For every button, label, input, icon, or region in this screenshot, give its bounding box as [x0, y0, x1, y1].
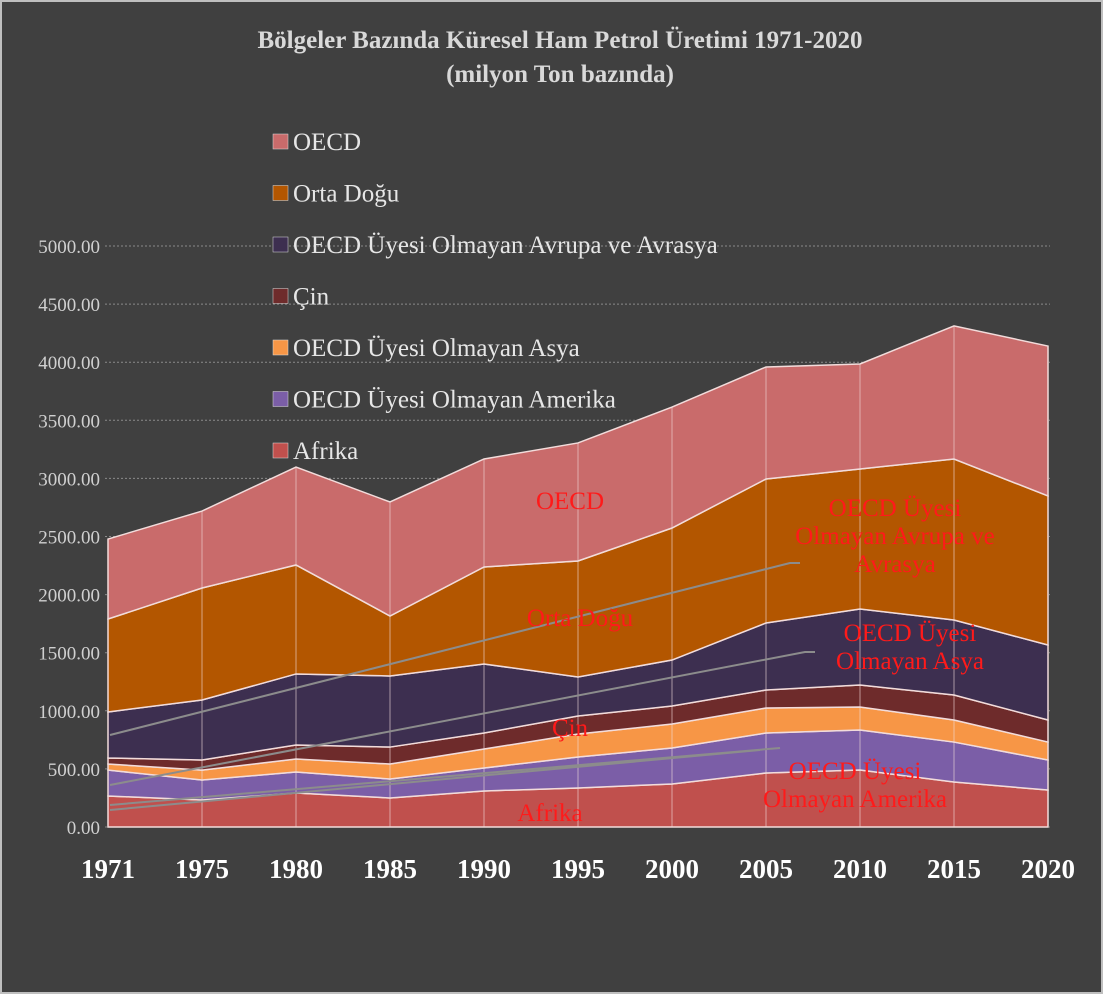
y-tick-label: 500.00	[48, 760, 100, 781]
data-label: Çin	[551, 715, 589, 742]
x-tick-label: 2000	[645, 854, 699, 884]
y-tick-label: 4500.00	[38, 295, 100, 316]
x-tick-label: 1975	[175, 854, 229, 884]
x-tick-label: 1985	[363, 854, 417, 884]
data-label: Afrika	[517, 800, 583, 827]
x-tick-label: 2010	[833, 854, 887, 884]
legend-swatch	[272, 185, 289, 201]
data-label: OECD Üyesi Olmayan Amerika	[763, 758, 947, 813]
x-tick-label: 1980	[269, 854, 323, 884]
x-tick-label: 2015	[927, 854, 981, 884]
y-tick-label: 4000.00	[38, 353, 100, 374]
legend-label: OECD Üyesi Olmayan Asya	[293, 335, 580, 362]
legend-label: Afrika	[293, 438, 358, 465]
legend-label: Orta Doğu	[293, 181, 400, 208]
chart-title: Bölgeler Bazında Küresel Ham Petrol Üret…	[257, 27, 862, 54]
legend-swatch	[272, 288, 289, 304]
y-tick-label: 5000.00	[38, 237, 100, 258]
x-tick-label: 1990	[457, 854, 511, 884]
legend-swatch	[272, 339, 289, 356]
x-tick-label: 1995	[551, 854, 605, 884]
leader-lines	[109, 562, 815, 811]
data-label: Orta Doğu	[526, 605, 634, 632]
chart-subtitle: (milyon Ton bazında)	[446, 61, 674, 88]
y-tick-label: 0.00	[67, 818, 100, 839]
legend-swatch	[272, 236, 289, 253]
x-tick-label: 1971	[81, 854, 135, 884]
legend-swatch	[272, 391, 289, 407]
legend-label: OECD Üyesi Olmayan Amerika	[293, 387, 616, 414]
y-tick-label: 2000.00	[38, 586, 100, 607]
y-tick-label: 2500.00	[38, 528, 100, 549]
legend-swatch	[272, 133, 289, 150]
data-label: OECD Üyesi Olmayan Avrupa ve Avrasya	[795, 495, 995, 578]
x-tick-label: 2005	[739, 854, 793, 884]
legend-label: Çin	[293, 284, 330, 311]
data-label: OECD	[535, 488, 605, 515]
y-tick-label: 1500.00	[38, 644, 100, 665]
legend-label: OECD Üyesi Olmayan Avrupa ve Avrasya	[293, 232, 718, 259]
y-tick-label: 3500.00	[38, 411, 100, 432]
y-tick-label: 3000.00	[38, 469, 100, 490]
data-label: OECD Üyesi Olmayan Asya	[836, 620, 984, 675]
y-tick-label: 1000.00	[38, 702, 100, 723]
legend-swatch	[272, 442, 289, 459]
x-tick-label: 2020	[1021, 854, 1075, 884]
legend-label: OECD	[293, 129, 361, 156]
